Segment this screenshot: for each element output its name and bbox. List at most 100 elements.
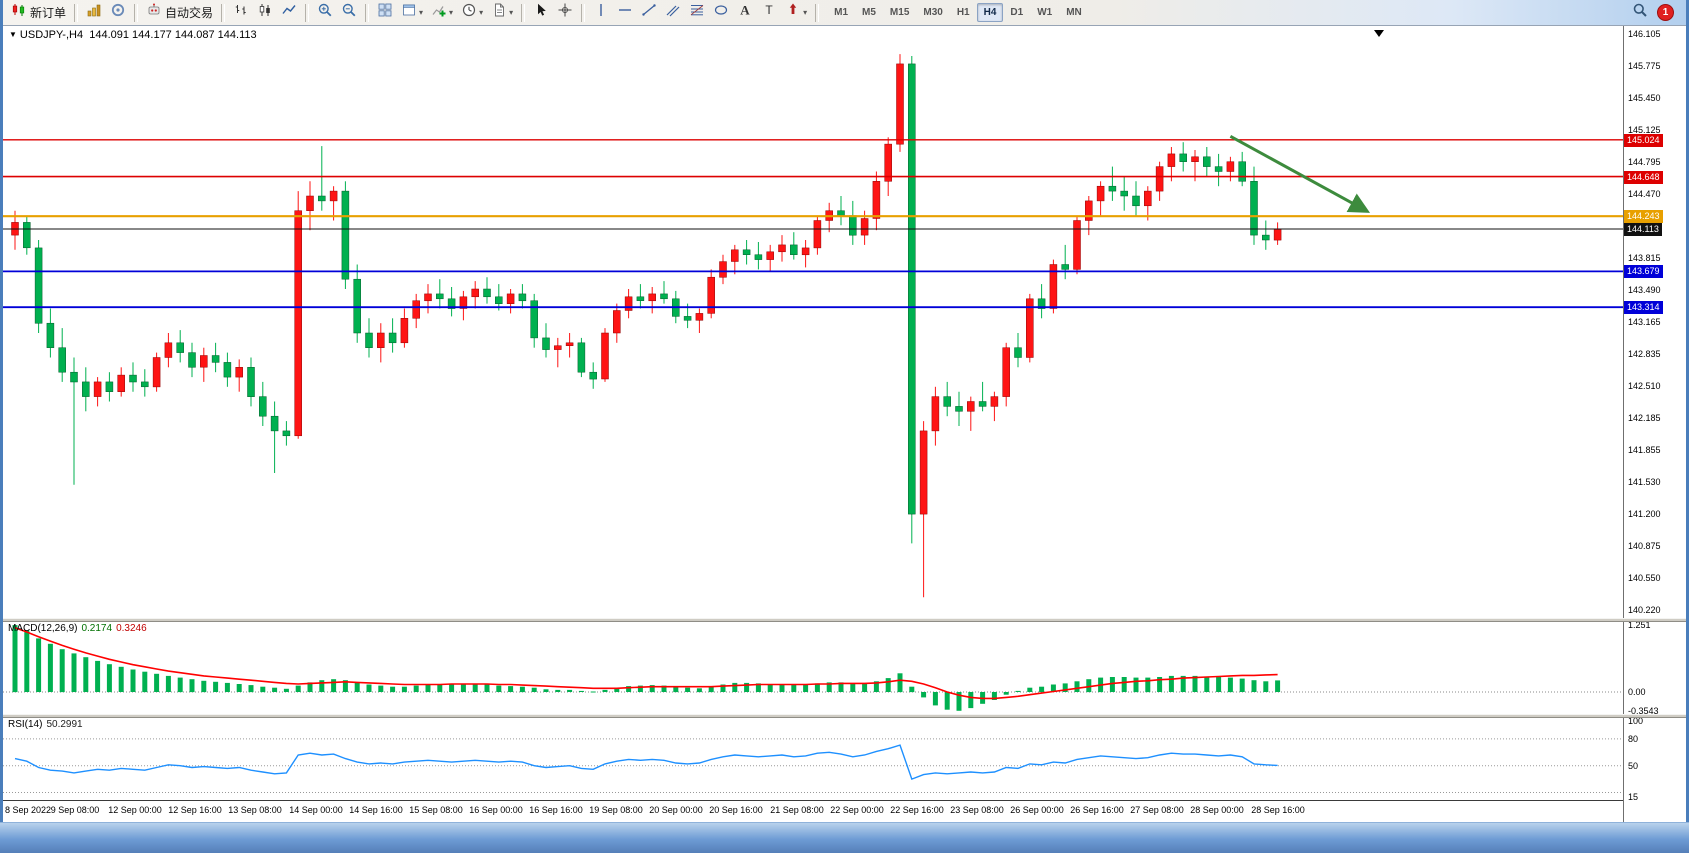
tile-windows-button[interactable] xyxy=(373,1,397,25)
timeframe-mn-button[interactable]: MN xyxy=(1066,7,1082,18)
arrow-tools-button[interactable]: ▾ xyxy=(781,1,811,25)
timeframe-m15-button[interactable]: M15 xyxy=(889,7,910,18)
rsi-panel[interactable]: RSI(14) 50.2991 xyxy=(3,718,1623,800)
time-axis-label: 27 Sep 08:00 xyxy=(1130,805,1184,815)
macd-tick-label: -0.3543 xyxy=(1628,706,1659,716)
price-tick-label: 140.220 xyxy=(1628,605,1661,615)
dropdown-caret-icon[interactable]: ▾ xyxy=(449,8,454,17)
new-chart-button[interactable]: ▾ xyxy=(397,1,427,25)
candlestick-chart-button[interactable] xyxy=(253,1,277,25)
timeframe-h1-button[interactable]: H1 xyxy=(956,7,970,18)
vertical-line-button[interactable] xyxy=(589,1,613,25)
zoom-out-button[interactable] xyxy=(337,1,361,25)
notification-badge[interactable]: 1 xyxy=(1657,4,1674,21)
text-label-button[interactable]: T xyxy=(757,1,781,25)
svg-text:A: A xyxy=(740,3,750,18)
rsi-tick-label: 50 xyxy=(1628,761,1639,771)
time-axis-label: 20 Sep 16:00 xyxy=(709,805,763,815)
symbol-triangle-icon[interactable]: ▼ xyxy=(9,30,17,39)
time-axis-label: 21 Sep 08:00 xyxy=(770,805,824,815)
price-tick-label: 143.165 xyxy=(1628,317,1661,327)
price-chart-panel[interactable]: ▼ USDJPY-,H4 144.091 144.177 144.087 144.… xyxy=(3,26,1623,618)
price-badge: 143.679 xyxy=(1624,265,1663,278)
time-axis-label: 26 Sep 00:00 xyxy=(1010,805,1064,815)
timeframe-m30-button[interactable]: M30 xyxy=(923,7,943,18)
dropdown-caret-icon[interactable]: ▾ xyxy=(419,8,424,17)
price-tick-label: 141.200 xyxy=(1628,509,1661,519)
horizontal-level-lines[interactable] xyxy=(3,139,1623,309)
chart-title: ▼ USDJPY-,H4 144.091 144.177 144.087 144.… xyxy=(9,29,257,41)
periods-button[interactable]: ▾ xyxy=(457,1,487,25)
trendline-icon xyxy=(641,2,657,23)
macd-plot[interactable] xyxy=(3,622,1623,714)
timeframe-w1-button[interactable]: W1 xyxy=(1037,7,1053,18)
macd-title: MACD(12,26,9) xyxy=(8,623,78,634)
equidistant-channel-button[interactable] xyxy=(661,1,685,25)
chart-shift-marker-icon[interactable] xyxy=(1374,30,1384,37)
new-order-button[interactable]: 新订单 xyxy=(7,1,70,25)
rsi-plot[interactable] xyxy=(3,718,1623,800)
time-axis-label: 28 Sep 16:00 xyxy=(1251,805,1305,815)
fibonacci-button[interactable] xyxy=(685,1,709,25)
time-axis-label: 14 Sep 16:00 xyxy=(349,805,403,815)
arrow-tools-icon xyxy=(785,2,801,23)
new-order-icon xyxy=(11,2,27,23)
macd-panel[interactable]: MACD(12,26,9) 0.2174 0.3246 xyxy=(3,622,1623,714)
bar-chart-button[interactable] xyxy=(229,1,253,25)
horizontal-line-icon xyxy=(617,2,633,23)
new-chart-icon xyxy=(401,2,417,23)
time-axis[interactable]: 8 Sep 2022 9 Sep 08:00 12 Sep 00:00 12 Sep … xyxy=(3,800,1623,822)
cursor-button[interactable] xyxy=(529,1,553,25)
indicators-button[interactable]: ▾ xyxy=(427,1,457,25)
market-watch-icon xyxy=(86,2,102,23)
trend-arrow-annotation[interactable] xyxy=(1229,134,1371,213)
price-tick-label: 145.775 xyxy=(1628,61,1661,71)
candlestick-plot[interactable] xyxy=(3,26,1623,618)
price-axis-labels: 146.105 145.775 145.450 145.125 144.795 144.4… xyxy=(1624,26,1686,618)
rsi-tick-label: 80 xyxy=(1628,734,1639,744)
rsi-value: 50.2991 xyxy=(46,719,83,730)
panel-splitter[interactable] xyxy=(3,714,1686,718)
channel-icon xyxy=(665,2,681,23)
toolbar-separator xyxy=(521,3,526,22)
price-tick-label: 144.795 xyxy=(1628,157,1661,167)
auto-trading-icon xyxy=(146,2,162,23)
search-icon[interactable] xyxy=(1632,2,1648,23)
timeframe-d1-button[interactable]: D1 xyxy=(1010,7,1024,18)
price-badge: 144.113 xyxy=(1624,223,1662,236)
time-axis-label: 13 Sep 08:00 xyxy=(228,805,282,815)
timeframe-h4-button[interactable]: H4 xyxy=(976,3,1004,22)
price-tick-label: 143.490 xyxy=(1628,285,1661,295)
candles-series xyxy=(11,54,1282,598)
data-window-button[interactable] xyxy=(106,1,130,25)
rsi-line xyxy=(14,744,1278,781)
macd-signal-line xyxy=(14,626,1278,700)
time-axis-label: 9 Sep 08:00 xyxy=(50,805,100,815)
zoom-in-button[interactable] xyxy=(313,1,337,25)
auto-trading-button[interactable]: 自动交易 xyxy=(142,1,217,25)
macd-tick-label: 0.00 xyxy=(1628,687,1646,697)
toolbar-separator xyxy=(365,3,370,22)
templates-button[interactable]: ▾ xyxy=(487,1,517,25)
macd-tick-label: 1.251 xyxy=(1628,620,1651,630)
shapes-button[interactable] xyxy=(709,1,733,25)
dropdown-caret-icon[interactable]: ▾ xyxy=(479,8,484,17)
price-scale-column[interactable]: 146.105 145.775 145.450 145.125 144.795 144.4… xyxy=(1623,26,1686,822)
timeframe-m1-button[interactable]: M1 xyxy=(834,7,849,18)
fibonacci-icon xyxy=(689,2,705,23)
horizontal-line-button[interactable] xyxy=(613,1,637,25)
time-axis-label: 19 Sep 08:00 xyxy=(589,805,643,815)
dropdown-caret-icon[interactable]: ▾ xyxy=(509,8,514,17)
trendline-button[interactable] xyxy=(637,1,661,25)
toolbar-separator xyxy=(815,3,820,22)
market-watch-button[interactable] xyxy=(82,1,106,25)
price-tick-label: 146.105 xyxy=(1628,29,1661,39)
timeframe-m5-button[interactable]: M5 xyxy=(862,7,876,18)
dropdown-caret-icon[interactable]: ▾ xyxy=(803,8,808,17)
crosshair-button[interactable] xyxy=(553,1,577,25)
panel-splitter[interactable] xyxy=(3,618,1686,622)
time-axis-label: 20 Sep 00:00 xyxy=(649,805,703,815)
text-button[interactable]: A xyxy=(733,1,757,25)
line-chart-button[interactable] xyxy=(277,1,301,25)
